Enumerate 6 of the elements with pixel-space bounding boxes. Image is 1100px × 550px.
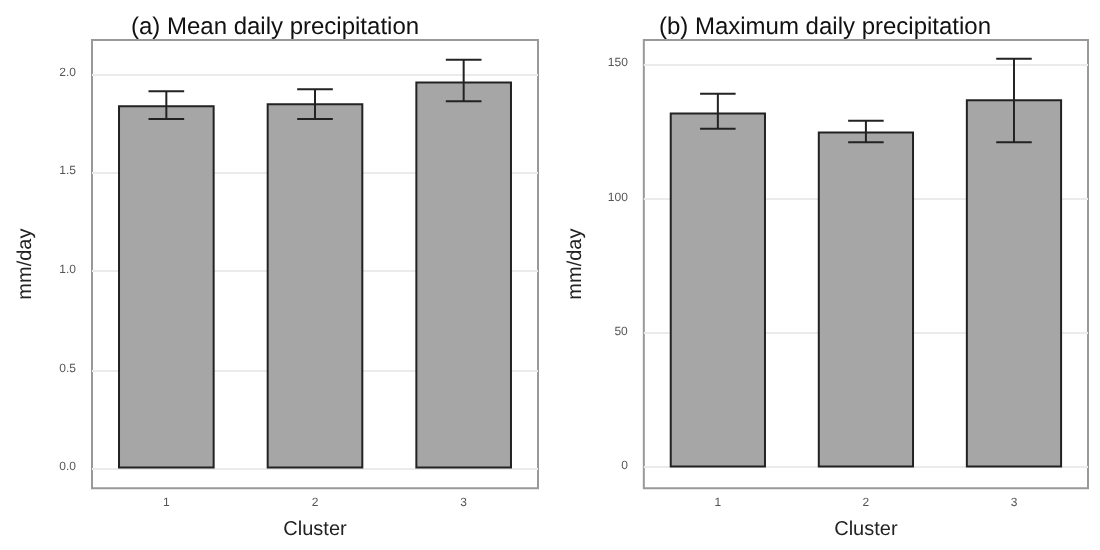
x-axis-title: Cluster bbox=[283, 519, 348, 541]
y-axis-title: mm/day bbox=[15, 228, 37, 300]
y-axis-title: mm/day bbox=[565, 228, 587, 300]
x-axis-title: Cluster bbox=[834, 519, 899, 541]
chart-title: (b) Maximum daily precipitation bbox=[658, 12, 992, 40]
chart-title: (a) Mean daily precipitation bbox=[130, 12, 420, 40]
